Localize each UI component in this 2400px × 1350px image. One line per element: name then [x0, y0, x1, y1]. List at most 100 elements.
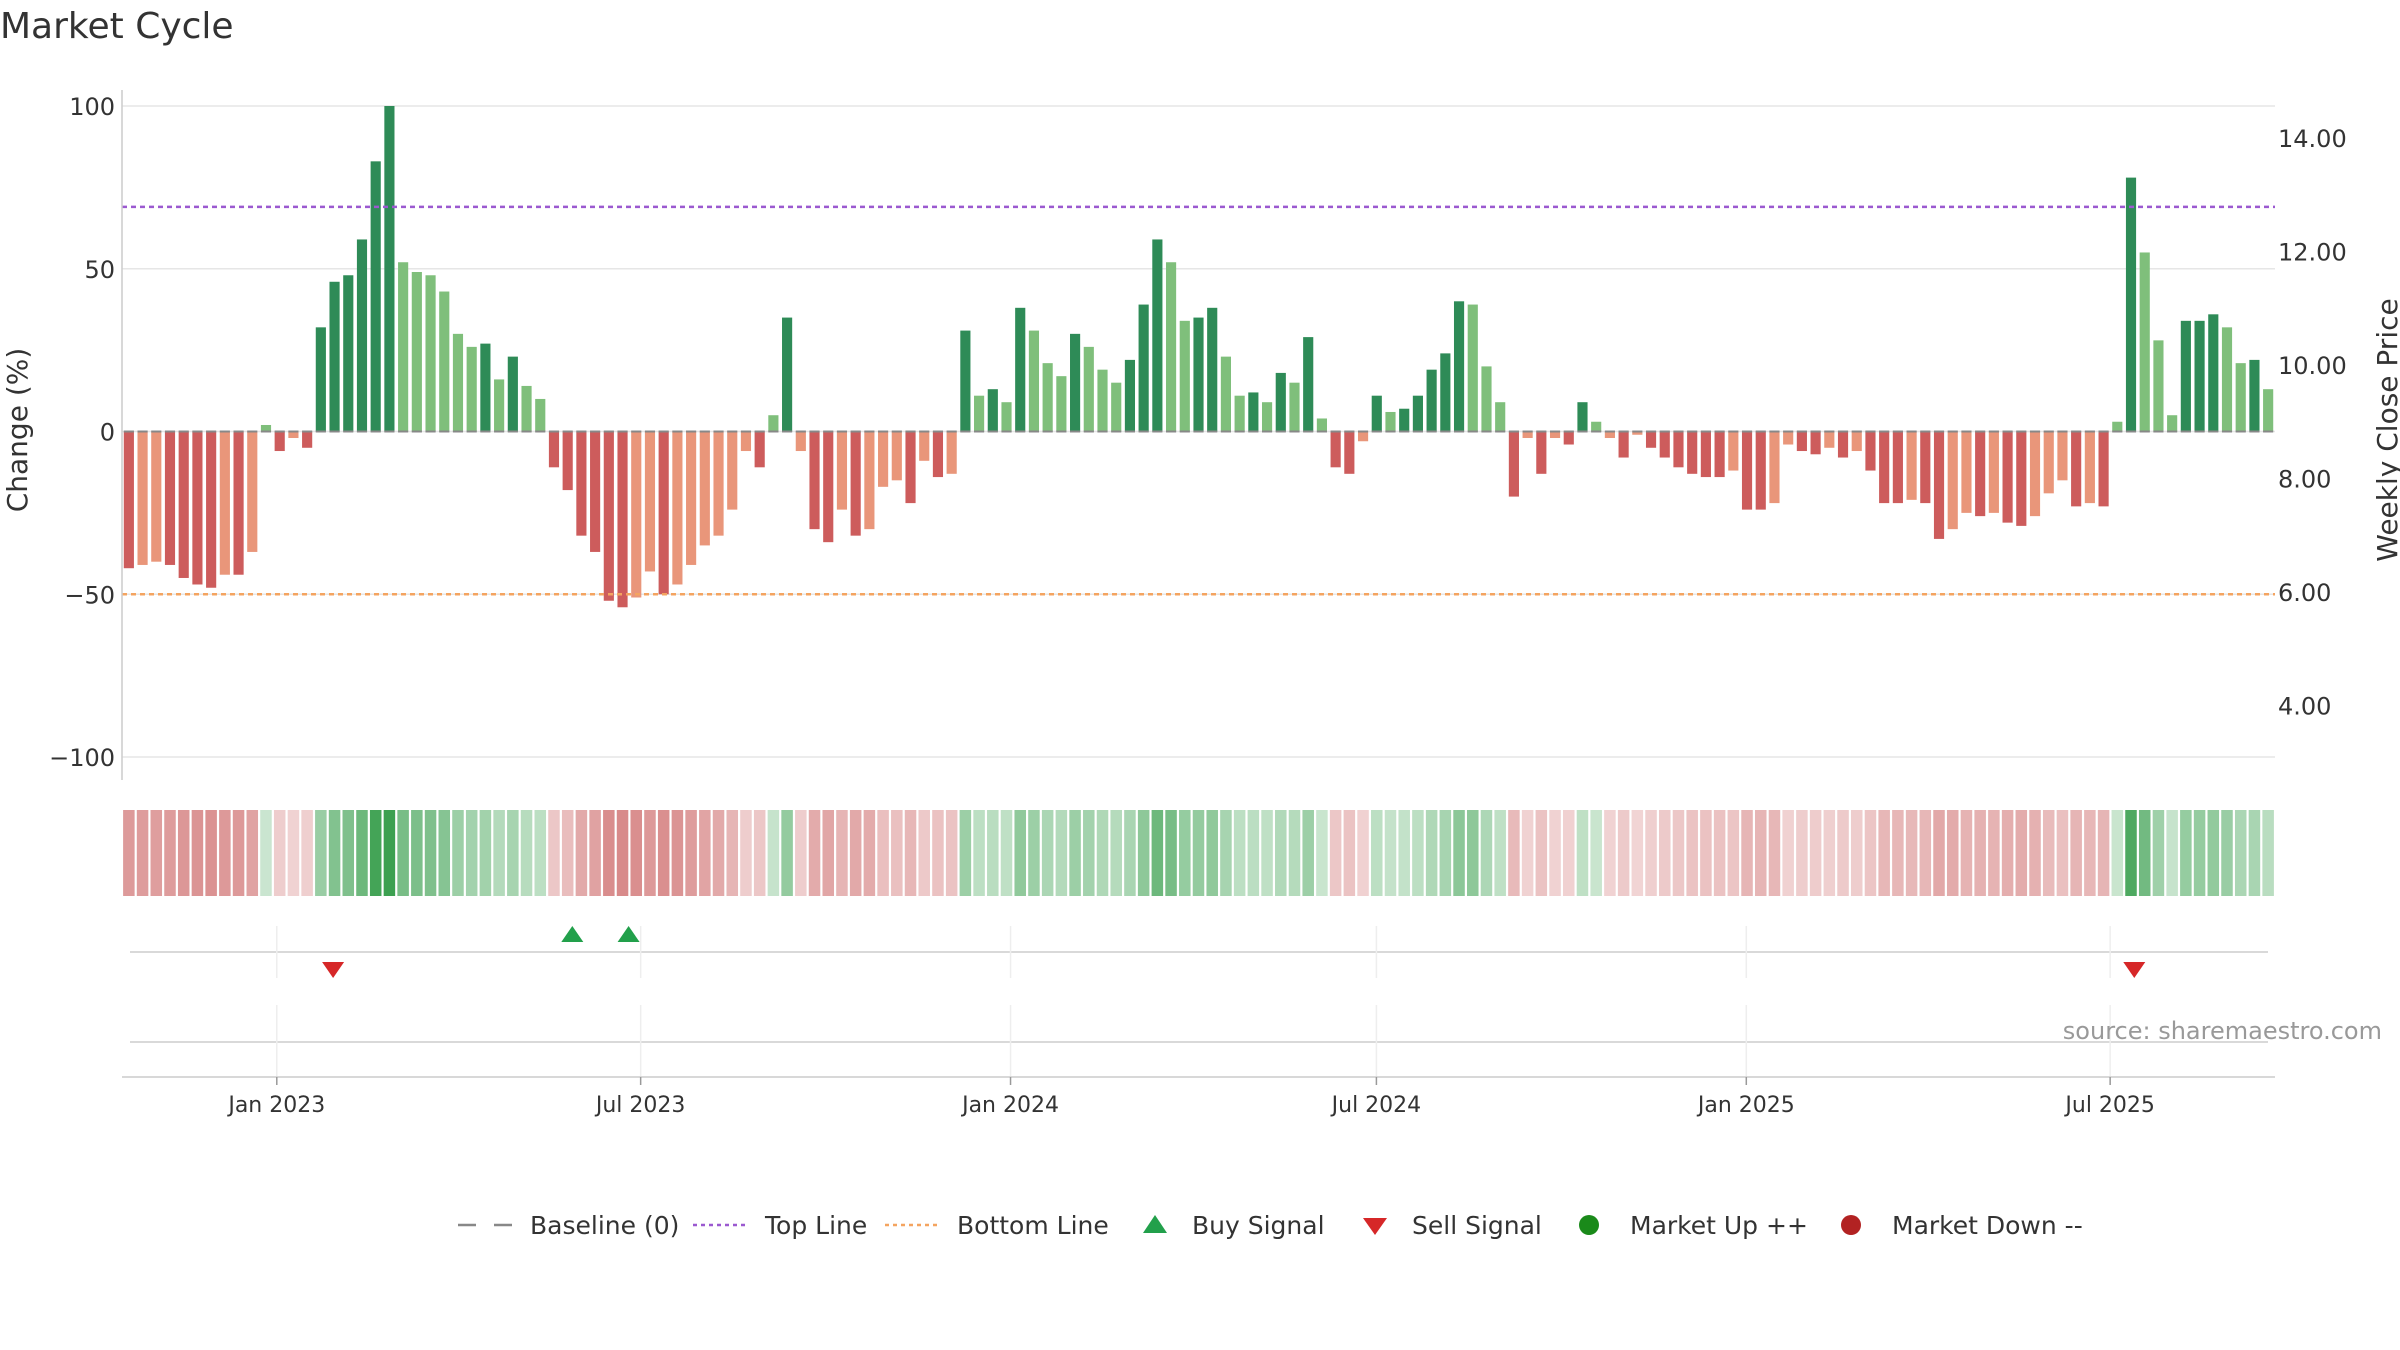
legend-label: Top Line [764, 1211, 867, 1240]
bar [768, 415, 779, 432]
cycle-cell [1850, 810, 1863, 896]
cycle-cell [356, 810, 368, 896]
cycle-cell [1782, 810, 1794, 896]
cycle-cell [232, 810, 245, 896]
bar [740, 431, 752, 452]
cycle-cell [575, 810, 588, 896]
bar [1166, 262, 1177, 432]
cycle-cell [507, 810, 519, 896]
bar [2221, 327, 2233, 432]
bar [590, 431, 601, 552]
cycle-cell [712, 810, 725, 896]
bar [2098, 431, 2109, 507]
cycle-cell [1124, 810, 1136, 896]
cycle-cell [452, 810, 464, 896]
cycle-cell [1192, 810, 1205, 896]
bar [2263, 389, 2274, 432]
cycle-cell [479, 810, 492, 896]
bar [2125, 177, 2137, 432]
legend-item: Market Down -- [1841, 1211, 2083, 1240]
cycle-cell [1631, 810, 1644, 896]
cycle-cell [1467, 810, 1479, 896]
cycle-cell [1823, 810, 1836, 896]
bar [192, 431, 203, 585]
chart-title: Market Cycle [0, 6, 234, 47]
cycle-cell [2070, 810, 2082, 896]
cycle-cell [1137, 810, 1150, 896]
cycle-cell [2180, 810, 2192, 896]
cycle-cell [795, 810, 807, 896]
bar [1015, 307, 1026, 432]
bar [1234, 395, 1245, 432]
bar [425, 275, 436, 432]
bar [288, 431, 299, 439]
cycle-cell [1233, 810, 1246, 896]
bar [2153, 340, 2164, 432]
cycle-cell [1288, 810, 1301, 896]
y-axis-label: Change (%) [1, 348, 34, 513]
bar [2043, 431, 2054, 494]
legend-label: Bottom Line [957, 1211, 1109, 1240]
cycle-cell [150, 810, 163, 896]
bar [1975, 431, 1986, 517]
cycle-cell [1275, 810, 1287, 896]
cycle-cell [781, 810, 793, 896]
cycle-cell [1206, 810, 1218, 896]
bar [1563, 431, 1574, 445]
bar [603, 431, 614, 601]
y-tick-label: 100 [69, 93, 115, 121]
cycle-cell [1083, 810, 1095, 896]
cycle-cell [1069, 810, 1081, 896]
cycle-cell [1316, 810, 1328, 896]
cycle-cell [2152, 810, 2165, 896]
bar [398, 262, 409, 432]
bar [1728, 431, 1739, 471]
bar [1577, 402, 1588, 432]
cycle-cell [1055, 810, 1068, 896]
bar [905, 431, 916, 504]
cycle-cell [657, 810, 670, 896]
bar [878, 431, 889, 487]
cycle-cell [246, 810, 259, 896]
bar [1152, 239, 1163, 432]
bar [548, 431, 560, 468]
cycle-cell [918, 810, 930, 896]
bar [260, 424, 272, 432]
cycle-cell [1110, 810, 1122, 896]
bar [686, 431, 697, 565]
cycle-cell [328, 810, 341, 896]
cycle-cell [1988, 810, 2000, 896]
bar [1248, 392, 1259, 432]
bar [836, 431, 848, 510]
cycle-cell [1563, 810, 1575, 896]
cycle-cell [877, 810, 889, 896]
cycle-cell [520, 810, 533, 896]
cycle-cell [1727, 810, 1740, 896]
bar [1426, 369, 1437, 432]
bar [1028, 330, 1040, 432]
y-tick-label: −50 [64, 581, 115, 609]
bar [1220, 356, 1231, 432]
cycle-cell [2248, 810, 2261, 896]
bar [1947, 431, 1958, 530]
legend-item: Sell Signal [1363, 1211, 1542, 1240]
cycle-cell [1741, 810, 1753, 896]
bar [1645, 431, 1657, 448]
bar [356, 239, 368, 432]
cycle-cell [1041, 810, 1054, 896]
cycle-strip [123, 810, 2274, 896]
bar [1275, 372, 1286, 432]
bar [987, 389, 998, 432]
cycle-cell [671, 810, 684, 896]
bar [2002, 431, 2013, 523]
cycle-cell [1617, 810, 1630, 896]
legend-swatch [1579, 1215, 1599, 1235]
bar [1906, 431, 1917, 500]
cycle-cell [2042, 810, 2055, 896]
cycle-cell [1672, 810, 1685, 896]
sell-signal-marker [322, 962, 345, 978]
bar [151, 431, 162, 562]
bar [1549, 431, 1561, 439]
bar [2029, 431, 2041, 517]
bar [1851, 431, 1862, 452]
